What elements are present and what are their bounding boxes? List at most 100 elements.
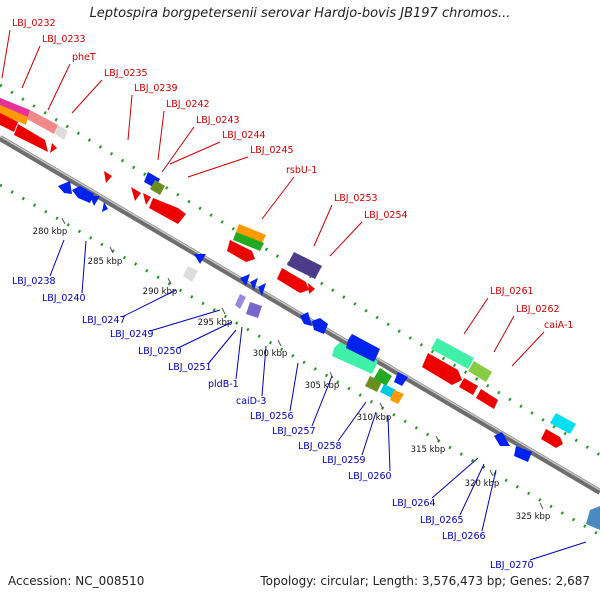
label-leader-line bbox=[529, 541, 587, 561]
gene-label[interactable]: LBJ_0250 bbox=[138, 346, 182, 357]
forward-genes bbox=[0, 97, 576, 448]
gene-label[interactable]: pheT bbox=[72, 52, 96, 63]
gene-arrow bbox=[143, 193, 151, 205]
gene-label[interactable]: LBJ_0266 bbox=[442, 531, 486, 542]
gene-label[interactable]: LBJ_0235 bbox=[104, 68, 148, 79]
gene-arrow bbox=[287, 252, 322, 279]
label-leader-line bbox=[21, 45, 41, 89]
label-leader-line bbox=[1, 29, 11, 79]
gene-arrow bbox=[27, 110, 58, 134]
label-leader-line bbox=[361, 411, 377, 456]
gene-label[interactable]: LBJ_0259 bbox=[322, 455, 366, 466]
gene-label[interactable]: LBJ_0270 bbox=[490, 560, 534, 571]
tick-label: 280 kbp bbox=[33, 227, 68, 237]
tick-mark bbox=[277, 339, 282, 347]
label-leader-line bbox=[177, 321, 233, 349]
map-title: Leptospira borgpetersenii serovar Hardjo… bbox=[89, 6, 511, 21]
gene-label[interactable]: LBJ_0233 bbox=[42, 34, 86, 45]
gene-arrow bbox=[422, 353, 462, 385]
gene-label[interactable]: LBJ_0244 bbox=[222, 130, 266, 141]
label-leader-line bbox=[127, 94, 133, 141]
tick-label: 305 kbp bbox=[305, 381, 340, 391]
tick-mark bbox=[435, 435, 440, 443]
label-leader-line bbox=[337, 401, 367, 442]
gene-label[interactable]: LBJ_0240 bbox=[42, 293, 86, 304]
tick-mark bbox=[221, 307, 226, 315]
gene-arrow bbox=[90, 196, 100, 206]
gene-arrow bbox=[233, 232, 264, 251]
label-leader-line bbox=[289, 362, 299, 412]
gene-label[interactable]: LBJ_0249 bbox=[110, 329, 154, 340]
gene-arrow bbox=[250, 278, 258, 290]
gene-arrow bbox=[183, 266, 198, 282]
gene-arrow bbox=[346, 334, 380, 362]
gene-arrow bbox=[308, 283, 315, 294]
label-leader-line bbox=[121, 289, 177, 318]
gene-arrow bbox=[236, 224, 266, 243]
gene-label[interactable]: LBJ_0261 bbox=[490, 286, 534, 297]
label-leader-line bbox=[313, 204, 333, 247]
label-leader-line bbox=[511, 331, 545, 367]
gene-label[interactable]: LBJ_0257 bbox=[272, 426, 316, 437]
gene-label[interactable]: LBJ_0256 bbox=[250, 411, 294, 422]
gene-label[interactable]: LBJ_0247 bbox=[82, 315, 126, 326]
gene-arrow bbox=[50, 143, 57, 153]
label-leader-line bbox=[493, 315, 515, 353]
gene-label[interactable]: LBJ_0262 bbox=[516, 304, 560, 315]
label-leader-line bbox=[431, 457, 479, 499]
label-leader-line bbox=[81, 240, 87, 294]
label-leader-line bbox=[49, 239, 65, 277]
accession-text: Accession: NC_008510 bbox=[8, 574, 145, 588]
tick-label: 300 kbp bbox=[253, 349, 288, 359]
label-leader-line bbox=[235, 326, 243, 380]
label-leader-line bbox=[459, 463, 485, 516]
gene-label[interactable]: LBJ_0254 bbox=[364, 210, 408, 221]
gene-arrow bbox=[277, 268, 309, 293]
gene-label[interactable]: caiD-3 bbox=[236, 396, 266, 407]
gene-arrow bbox=[55, 125, 68, 140]
gene-arrow bbox=[0, 97, 30, 118]
gene-label[interactable]: LBJ_0245 bbox=[250, 145, 294, 156]
tick-label: 295 kbp bbox=[198, 318, 233, 328]
gene-label[interactable]: LBJ_0264 bbox=[392, 498, 436, 509]
gene-arrow bbox=[586, 506, 600, 530]
label-leader-line bbox=[481, 469, 497, 532]
tick-mark bbox=[379, 402, 384, 410]
gene-label[interactable]: pldB-1 bbox=[208, 379, 239, 390]
gene-arrow bbox=[240, 274, 250, 286]
gene-arrow bbox=[300, 312, 312, 326]
label-leader-line bbox=[169, 141, 221, 165]
gene-label[interactable]: LBJ_0242 bbox=[166, 99, 210, 110]
gene-arrow bbox=[0, 104, 28, 125]
gene-arrow bbox=[149, 198, 186, 224]
gene-arrow bbox=[476, 389, 498, 409]
gene-arrow bbox=[374, 368, 392, 386]
tick-mark bbox=[167, 277, 172, 285]
tick-label: 320 kbp bbox=[465, 479, 500, 489]
gene-label[interactable]: LBJ_0232 bbox=[12, 18, 56, 29]
gene-label[interactable]: LBJ_0238 bbox=[12, 276, 56, 287]
gene-labels: LBJ_0232 LBJ_0233 pheT LBJ_0235 LBJ_0239 LBJ_… bbox=[1, 18, 587, 571]
gene-label[interactable]: LBJ_0253 bbox=[334, 193, 378, 204]
gene-label[interactable]: LBJ_0260 bbox=[348, 471, 392, 482]
gene-arrow bbox=[14, 124, 48, 152]
tick-label: 285 kbp bbox=[88, 257, 123, 267]
gene-label[interactable]: LBJ_0265 bbox=[420, 515, 464, 526]
gene-label[interactable]: LBJ_0258 bbox=[298, 441, 342, 452]
gene-arrow bbox=[235, 294, 246, 309]
gene-label[interactable]: LBJ_0251 bbox=[168, 362, 212, 373]
label-leader-line bbox=[261, 345, 267, 397]
gene-arrow bbox=[131, 187, 141, 201]
gene-arrow bbox=[541, 429, 563, 448]
label-leader-line bbox=[387, 415, 391, 472]
gene-label[interactable]: caiA-1 bbox=[544, 320, 573, 331]
gene-label[interactable]: rsbU-1 bbox=[286, 165, 317, 176]
gene-arrow bbox=[102, 202, 108, 212]
summary-text: Topology: circular; Length: 3,576,473 bp… bbox=[260, 574, 590, 588]
gene-label[interactable]: LBJ_0243 bbox=[196, 115, 240, 126]
tick-mark bbox=[61, 217, 66, 225]
label-leader-line bbox=[463, 297, 489, 335]
gene-arrow bbox=[150, 180, 165, 195]
gene-label[interactable]: LBJ_0239 bbox=[134, 83, 178, 94]
